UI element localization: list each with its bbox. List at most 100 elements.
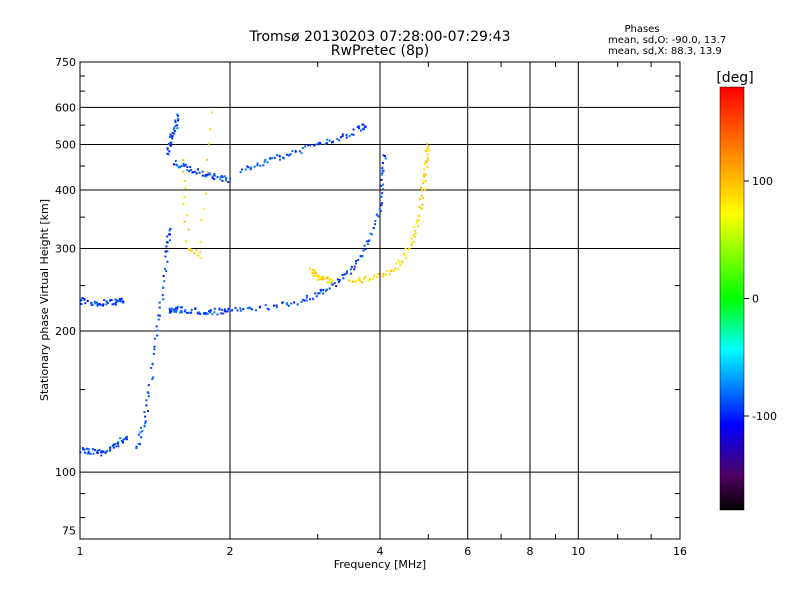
data-point [223,175,226,178]
data-point [377,272,380,275]
data-point [168,307,171,310]
data-point [341,135,344,138]
data-point [123,438,126,441]
data-point [360,129,362,132]
data-point [92,448,94,451]
data-point [162,298,165,301]
data-point [413,226,416,229]
data-point [102,450,105,453]
data-point [116,442,119,445]
data-point [173,132,176,135]
data-point [220,175,223,177]
y-tick-label: 200 [55,325,76,338]
data-point [328,281,331,284]
data-point [282,156,285,159]
data-point [183,310,186,313]
data-point [176,305,179,308]
data-point [371,233,373,236]
data-point [182,203,185,205]
data-point [309,144,312,147]
data-point [213,173,216,175]
data-point [183,196,186,198]
data-points [79,111,431,457]
data-point [256,162,259,165]
data-point [317,278,319,281]
y-tick-label: 600 [55,101,76,114]
data-point [336,138,339,141]
data-point [273,156,276,159]
data-point [144,420,147,423]
data-point [86,447,89,450]
data-point [410,244,413,247]
data-point [153,348,156,351]
data-point [379,195,382,198]
data-point [177,114,179,117]
data-point [322,289,325,291]
data-point [209,128,212,131]
data-point [422,182,425,185]
data-point [286,153,288,156]
data-point [279,158,281,161]
data-point [156,334,159,337]
data-point [147,395,150,398]
data-point [394,267,397,270]
data-point [361,128,364,131]
data-point [181,306,183,309]
data-point [156,329,159,332]
data-point [317,292,320,295]
data-point [164,255,167,258]
data-point [122,300,125,303]
data-point [364,276,367,279]
data-point [303,299,306,302]
data-point [321,278,324,281]
data-point [176,127,179,130]
data-point [200,219,203,222]
data-point [250,166,253,169]
data-point [404,247,407,250]
data-point [185,311,188,314]
data-point [209,309,212,311]
data-point [372,227,375,229]
data-point [388,273,391,276]
grid-lines [79,62,681,539]
data-point [195,172,198,175]
data-point [158,306,161,309]
x-tick-label: 1 [77,545,84,558]
data-point [380,178,383,181]
data-point [418,214,421,217]
data-point [417,225,420,227]
chart-title: Tromsø 20130203 07:28:00-07:29:43 [249,29,511,45]
data-point [426,147,429,150]
data-point [199,256,202,259]
data-point [336,278,339,281]
data-point [83,298,86,301]
data-point [320,277,322,279]
data-point [166,250,169,253]
data-point [423,175,425,178]
data-point [362,277,365,280]
data-point [145,404,148,407]
data-point [206,312,209,315]
data-point [174,160,177,162]
data-point [168,233,171,236]
data-point [397,259,400,262]
data-point [357,259,360,261]
data-point [324,142,327,145]
data-point [313,272,315,274]
data-point [289,153,292,155]
data-point [209,311,211,314]
data-point [199,251,202,254]
data-point [314,275,317,278]
data-point [213,174,216,177]
data-point [90,302,93,305]
stats-x: mean, sd,X: 88.3, 13.9 [608,46,722,57]
data-point [267,308,270,311]
data-point [305,294,308,297]
colorbar-tick-label: 0 [752,293,759,306]
data-point [135,447,138,449]
data-point [137,433,140,436]
data-point [189,311,192,314]
data-point [328,278,331,281]
data-point [426,153,429,156]
data-point [169,310,172,313]
